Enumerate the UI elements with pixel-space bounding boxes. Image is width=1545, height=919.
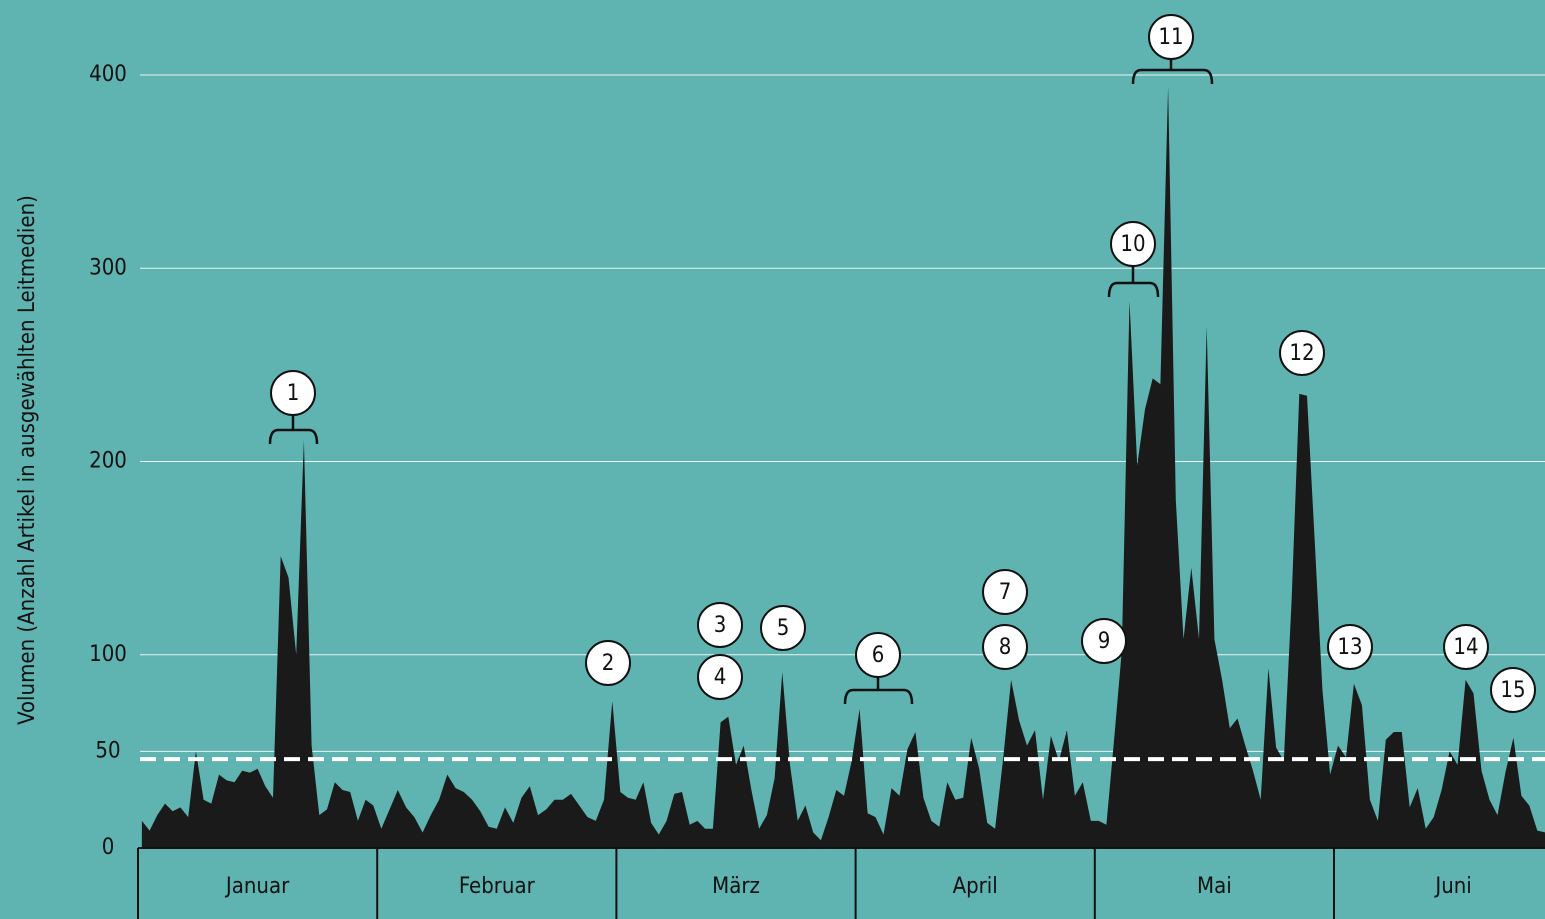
annotation-label: 3 [714, 613, 727, 638]
annotation-circle [1327, 624, 1373, 670]
annotation-label: 9 [1098, 629, 1111, 654]
annotation-label: 6 [872, 643, 885, 668]
annotation-circle [1081, 618, 1127, 664]
annotation-bracket [1131, 59, 1214, 85]
annotation-circle [1110, 221, 1156, 267]
annotation-circle [1443, 624, 1489, 670]
annotation-circle [1279, 330, 1325, 376]
annotation-label: 8 [999, 635, 1012, 660]
annotation-circle [697, 654, 743, 700]
x-tick-label: Mai [1197, 874, 1232, 899]
x-tick-label: Juni [1433, 874, 1471, 899]
y-tick-label: 400 [89, 62, 127, 87]
annotation-label: 1 [287, 381, 300, 406]
y-tick-label: 50 [95, 738, 120, 763]
annotation-label: 2 [602, 651, 615, 676]
y-axis-label: Volumen (Anzahl Artikel in ausgewählten … [15, 195, 40, 725]
y-tick-label: 100 [89, 642, 127, 667]
annotation-label: 11 [1158, 25, 1183, 50]
annotation-label: 15 [1500, 678, 1525, 703]
annotation-circle [585, 640, 631, 686]
annotation-circle [1148, 14, 1194, 60]
area [141, 86, 1545, 848]
annotation-label: 7 [999, 580, 1012, 605]
annotation-label: 12 [1289, 341, 1314, 366]
annotation-circle [697, 602, 743, 648]
y-tick-label: 300 [89, 255, 127, 280]
annotation-label: 13 [1337, 635, 1362, 660]
annotation-circle [760, 605, 806, 651]
y-tick-label: 200 [89, 449, 127, 474]
x-tick-label: Februar [459, 874, 536, 899]
annotation-label: 10 [1120, 232, 1145, 257]
annotation-circle [982, 569, 1028, 615]
x-tick-label: Januar [224, 874, 290, 899]
annotation-bracket [268, 415, 319, 445]
annotation-circle [270, 370, 316, 416]
x-tick-label: April [953, 874, 998, 899]
y-tick-label: 0 [102, 835, 115, 860]
annotation-label: 5 [777, 616, 790, 641]
annotation-circle [855, 632, 901, 678]
annotation-bracket [1107, 266, 1160, 298]
annotation-circle [1490, 667, 1536, 713]
x-tick-label: März [712, 874, 760, 899]
annotation-label: 4 [714, 665, 727, 690]
annotation-circle [982, 624, 1028, 670]
annotation-label: 14 [1453, 635, 1478, 660]
annotation-bracket [843, 677, 914, 705]
